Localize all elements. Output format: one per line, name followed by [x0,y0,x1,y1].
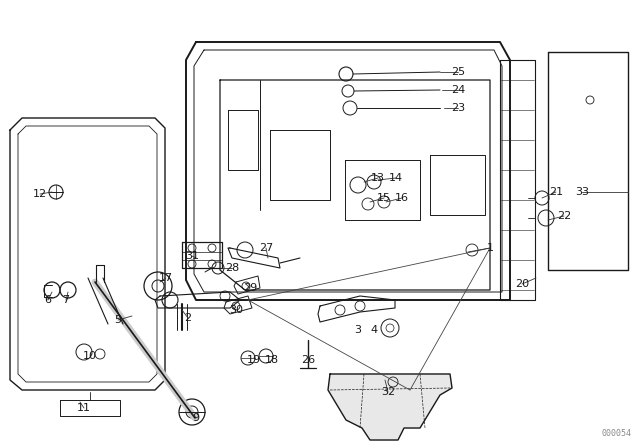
Text: 12: 12 [33,189,47,199]
Text: 25: 25 [451,67,465,77]
Text: 20: 20 [515,279,529,289]
Text: 10: 10 [83,351,97,361]
Text: 2: 2 [184,313,191,323]
Text: 28: 28 [225,263,239,273]
Text: 18: 18 [265,355,279,365]
Text: 15: 15 [377,193,391,203]
Text: 16: 16 [395,193,409,203]
Text: 5: 5 [115,315,122,325]
Text: 27: 27 [259,243,273,253]
Text: 7: 7 [63,295,70,305]
Text: 9: 9 [193,413,200,423]
Text: 30: 30 [229,305,243,315]
Text: 24: 24 [451,85,465,95]
Text: 33: 33 [575,187,589,197]
Text: 1: 1 [486,243,493,253]
Text: 29: 29 [243,283,257,293]
Text: 000054: 000054 [602,429,632,438]
Text: 4: 4 [371,325,378,335]
Text: 19: 19 [247,355,261,365]
Polygon shape [328,374,452,440]
Text: 14: 14 [389,173,403,183]
Text: 13: 13 [371,173,385,183]
Text: 17: 17 [159,273,173,283]
Text: 31: 31 [185,251,199,261]
Text: 22: 22 [557,211,571,221]
Text: 3: 3 [355,325,362,335]
Text: 21: 21 [549,187,563,197]
Text: 26: 26 [301,355,315,365]
Text: 11: 11 [77,403,91,413]
Text: 6: 6 [45,295,51,305]
Text: 32: 32 [381,387,395,397]
Text: 23: 23 [451,103,465,113]
